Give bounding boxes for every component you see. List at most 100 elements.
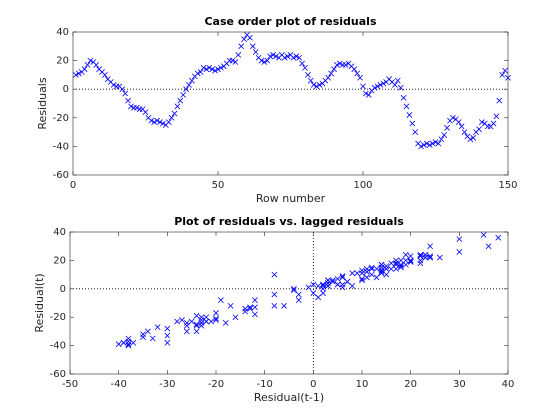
marker bbox=[148, 117, 155, 124]
marker bbox=[84, 62, 91, 68]
marker bbox=[125, 341, 132, 348]
marker bbox=[206, 64, 213, 71]
marker bbox=[140, 331, 146, 338]
marker bbox=[422, 251, 429, 258]
marker bbox=[329, 277, 336, 284]
marker bbox=[174, 103, 181, 110]
marker bbox=[455, 119, 462, 125]
marker bbox=[284, 53, 291, 60]
marker bbox=[339, 274, 346, 281]
marker bbox=[200, 64, 207, 71]
x-tick-label: 40 bbox=[502, 379, 515, 390]
marker bbox=[423, 140, 430, 147]
marker bbox=[406, 112, 413, 118]
marker bbox=[374, 83, 381, 90]
marker bbox=[467, 136, 474, 143]
marker bbox=[402, 261, 409, 268]
marker bbox=[235, 51, 242, 58]
marker bbox=[329, 278, 336, 285]
marker bbox=[252, 311, 258, 318]
x-tick-label: 10 bbox=[356, 379, 369, 390]
chart-title: Plot of residuals vs. lagged residuals bbox=[174, 215, 404, 228]
marker bbox=[87, 57, 94, 64]
marker bbox=[193, 312, 200, 319]
marker bbox=[402, 257, 409, 264]
marker bbox=[203, 314, 210, 321]
marker bbox=[310, 290, 317, 296]
marker bbox=[383, 263, 390, 269]
y-tick-label: -40 bbox=[50, 341, 66, 352]
marker bbox=[115, 341, 122, 348]
marker bbox=[339, 273, 346, 279]
marker bbox=[295, 297, 302, 304]
marker bbox=[299, 60, 305, 67]
marker bbox=[113, 83, 120, 90]
marker bbox=[479, 119, 485, 125]
marker bbox=[417, 260, 424, 267]
marker bbox=[171, 110, 178, 117]
marker bbox=[378, 267, 385, 274]
marker bbox=[499, 72, 506, 78]
marker bbox=[125, 338, 132, 345]
marker bbox=[392, 82, 398, 88]
marker bbox=[403, 103, 410, 110]
marker bbox=[470, 134, 477, 141]
marker bbox=[402, 251, 409, 258]
marker bbox=[476, 126, 482, 133]
y-tick-label: 40 bbox=[56, 27, 69, 38]
marker bbox=[354, 270, 361, 277]
marker bbox=[354, 70, 361, 77]
marker bbox=[435, 140, 442, 147]
marker bbox=[131, 104, 137, 111]
marker bbox=[359, 270, 365, 277]
x-tick-label: 0 bbox=[310, 379, 316, 390]
marker bbox=[490, 120, 497, 127]
marker bbox=[197, 69, 204, 75]
marker bbox=[378, 268, 385, 275]
marker bbox=[125, 342, 132, 349]
marker bbox=[164, 325, 171, 332]
marker bbox=[398, 261, 404, 268]
marker bbox=[180, 92, 187, 98]
marker bbox=[417, 253, 424, 260]
marker bbox=[140, 334, 146, 340]
marker bbox=[316, 82, 323, 88]
marker bbox=[325, 74, 332, 81]
y-tick-label: 40 bbox=[53, 227, 66, 238]
marker bbox=[271, 271, 278, 278]
marker bbox=[241, 36, 247, 43]
marker bbox=[177, 97, 184, 104]
marker bbox=[378, 270, 385, 277]
plot-area bbox=[73, 32, 508, 175]
y-tick-label: 0 bbox=[60, 284, 66, 295]
marker bbox=[418, 143, 424, 150]
x-tick-label: 30 bbox=[453, 379, 466, 390]
marker bbox=[194, 70, 201, 77]
marker bbox=[144, 328, 151, 335]
marker bbox=[154, 117, 160, 124]
plot-area bbox=[70, 232, 508, 374]
x-tick-label: -20 bbox=[208, 379, 224, 390]
marker bbox=[122, 90, 129, 97]
marker bbox=[359, 267, 365, 274]
y-tick-label: 20 bbox=[53, 255, 66, 266]
chart: -50 -40 -30 -20 -10 0 10 20 30 40 -60 -40 -20 0 20 40 Pl… bbox=[33, 215, 514, 404]
marker bbox=[398, 257, 404, 264]
marker bbox=[421, 142, 427, 148]
marker bbox=[102, 72, 108, 78]
marker bbox=[407, 253, 414, 260]
marker bbox=[183, 86, 189, 93]
marker bbox=[339, 281, 346, 288]
marker bbox=[325, 277, 331, 284]
marker bbox=[130, 339, 137, 346]
marker bbox=[383, 271, 390, 278]
marker bbox=[295, 291, 302, 298]
marker bbox=[436, 254, 443, 261]
marker bbox=[394, 77, 401, 84]
marker bbox=[365, 92, 372, 98]
marker bbox=[160, 120, 166, 127]
marker bbox=[273, 53, 279, 60]
marker bbox=[232, 314, 239, 321]
marker bbox=[429, 140, 436, 147]
marker bbox=[320, 281, 326, 288]
